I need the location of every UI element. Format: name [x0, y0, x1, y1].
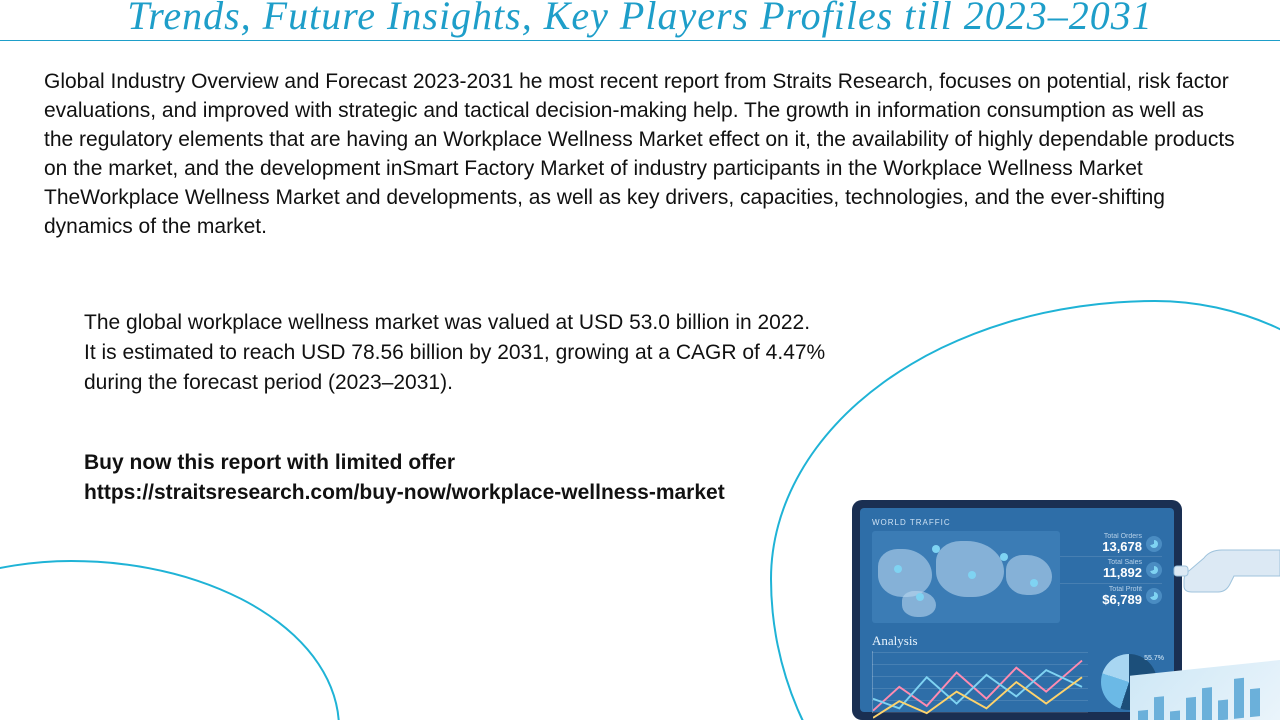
strip-bar [1154, 696, 1164, 720]
traffic-dot [916, 593, 924, 601]
market-summary: The global workplace wellness market was… [84, 308, 850, 397]
traffic-dot [894, 565, 902, 573]
summary-line-3: during the forecast period (2023–2031). [84, 368, 850, 398]
traffic-dot [968, 571, 976, 579]
kpi-row: Total Profit$6,789 [1060, 584, 1162, 609]
pointing-hand-icon [1160, 540, 1280, 600]
strip-bar [1186, 697, 1196, 720]
kpi-label: Total Orders [1060, 533, 1142, 540]
kpi-panel: Total Orders13,678Total Sales11,892Total… [1060, 531, 1162, 609]
page-title: Trends, Future Insights, Key Players Pro… [0, 0, 1280, 39]
line-chart [872, 651, 1088, 713]
kpi-row: Total Orders13,678 [1060, 531, 1162, 557]
strip-bar [1138, 710, 1148, 720]
traffic-dot [1000, 553, 1008, 561]
kpi-label: Total Profit [1060, 586, 1142, 593]
kpi-value: 13,678 [1060, 540, 1142, 554]
pie-center-label: 55.7% [1144, 655, 1164, 662]
strip-bar [1170, 711, 1180, 720]
kpi-value: 11,892 [1060, 566, 1142, 580]
summary-line-1: The global workplace wellness market was… [84, 308, 850, 338]
traffic-dot [932, 545, 940, 553]
continent-shape [878, 549, 932, 597]
continent-shape [1006, 555, 1052, 595]
kpi-value: $6,789 [1060, 593, 1142, 607]
strip-bar [1250, 688, 1260, 717]
analysis-label: Analysis [872, 633, 1162, 649]
buy-now-block: Buy now this report with limited offer h… [84, 448, 725, 509]
traffic-dot [1030, 579, 1038, 587]
strip-bar [1202, 687, 1212, 720]
strip-bar [1218, 699, 1228, 720]
continent-shape [936, 541, 1004, 597]
kpi-row: Total Sales11,892 [1060, 557, 1162, 583]
world-map-panel [872, 531, 1060, 623]
decorative-blob-bottom-left [0, 560, 340, 720]
kpi-label: Total Sales [1060, 559, 1142, 566]
cta-url[interactable]: https://straitsresearch.com/buy-now/work… [84, 478, 725, 508]
overview-paragraph: Global Industry Overview and Forecast 20… [44, 68, 1236, 242]
title-underline [0, 40, 1280, 41]
strip-bar [1234, 678, 1244, 719]
dashboard-screen: WORLD TRAFFIC Total Orders13,678Total Sa… [860, 508, 1174, 712]
summary-line-2: It is estimated to reach USD 78.56 billi… [84, 338, 850, 368]
cta-heading: Buy now this report with limited offer [84, 448, 725, 478]
dashboard-heading: WORLD TRAFFIC [872, 518, 1162, 527]
